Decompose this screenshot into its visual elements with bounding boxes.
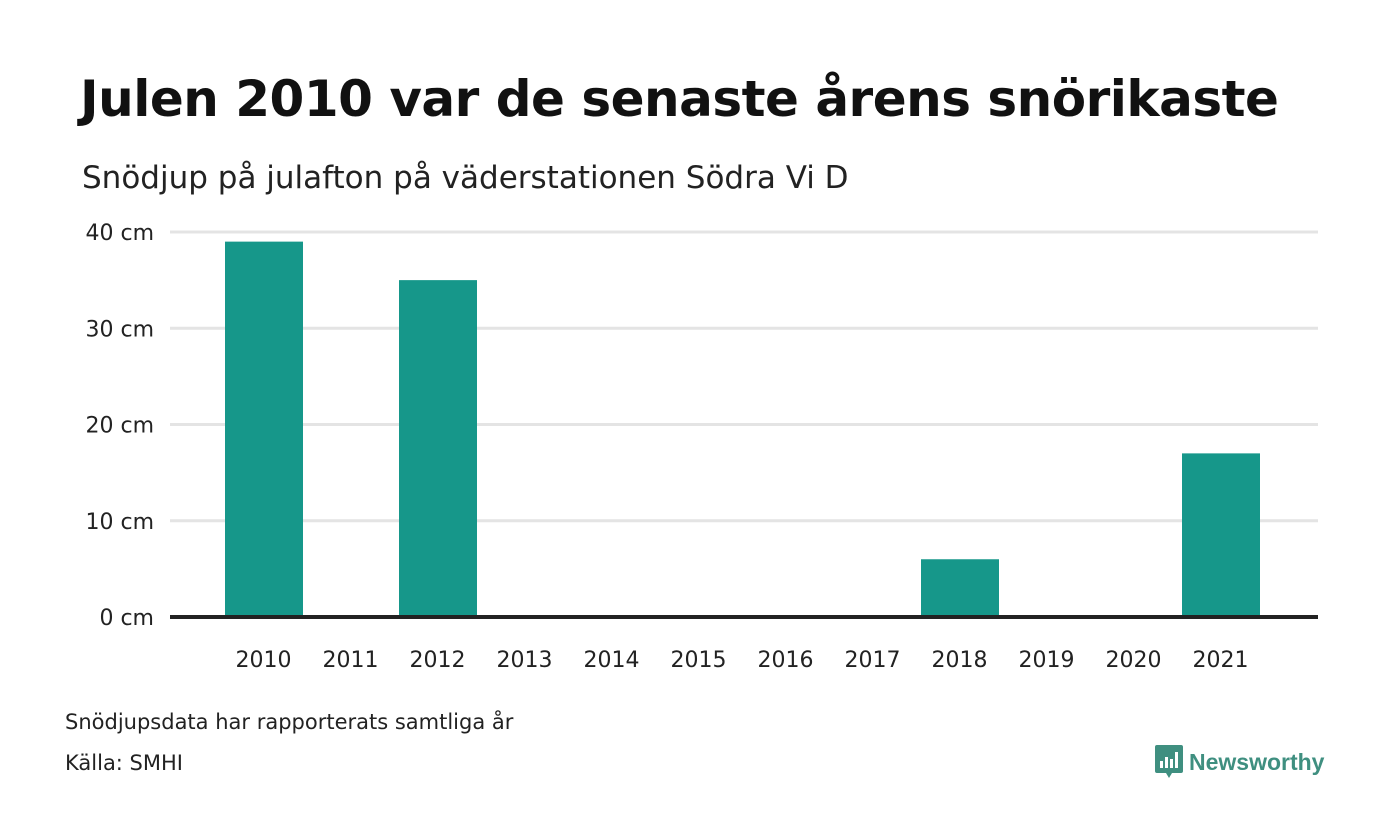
y-tick-label: 30 cm — [85, 317, 154, 342]
footnote-note: Snödjupsdata har rapporterats samtliga å… — [65, 710, 514, 734]
bar-chart: 0 cm 10 cm 20 cm 30 cm 40 cm 2010 2011 2012 2013… — [85, 221, 1318, 673]
x-tick-label: 2012 — [410, 648, 466, 673]
newsworthy-logo-icon — [1155, 745, 1183, 778]
x-tick-label: 2020 — [1106, 648, 1162, 673]
footnote-source: Källa: SMHI — [65, 751, 183, 775]
bar-2021 — [1182, 453, 1260, 617]
brand-name: Newsworthy — [1189, 748, 1325, 775]
y-tick-label: 40 cm — [85, 221, 154, 246]
x-tick-label: 2011 — [323, 648, 379, 673]
chart-title: Julen 2010 var de senaste årens snörikas… — [80, 70, 1279, 128]
x-tick-label: 2013 — [497, 648, 553, 673]
x-tick-label: 2014 — [584, 648, 640, 673]
bar-2012 — [399, 280, 477, 617]
x-tick-label: 2021 — [1193, 648, 1249, 673]
x-tick-label: 2018 — [932, 648, 988, 673]
brand-logo: Newsworthy — [1155, 745, 1324, 779]
bar-2010 — [225, 241, 303, 617]
bar-2018 — [921, 559, 999, 617]
x-tick-label: 2015 — [671, 648, 727, 673]
x-tick-label: 2010 — [236, 648, 292, 673]
x-tick-label: 2019 — [1019, 648, 1075, 673]
y-tick-label: 10 cm — [85, 510, 154, 535]
chart-subtitle: Snödjup på julafton på väderstationen Sö… — [82, 160, 849, 196]
y-tick-label: 0 cm — [99, 606, 154, 631]
x-tick-label: 2017 — [845, 648, 901, 673]
y-tick-label: 20 cm — [85, 414, 154, 439]
x-tick-label: 2016 — [758, 648, 814, 673]
